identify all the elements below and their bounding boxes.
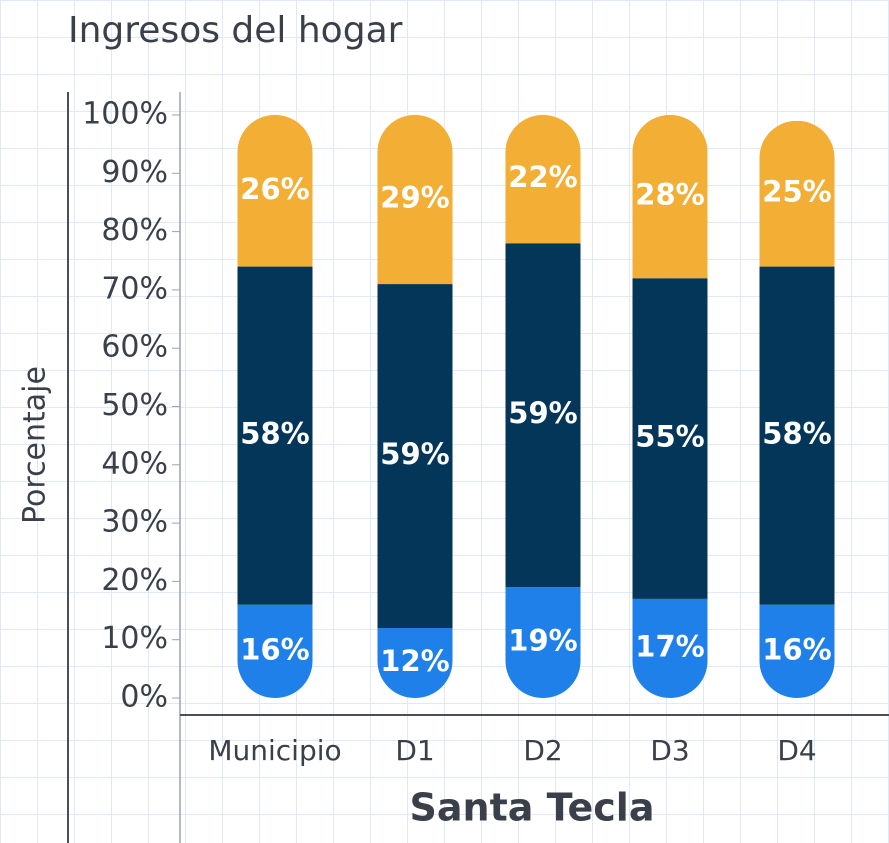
y-tick-label: 30% — [101, 505, 168, 540]
y-tick-label: 10% — [101, 621, 168, 656]
y-tick-label: 70% — [101, 271, 168, 306]
bar-segment — [377, 628, 453, 698]
bar-segment — [632, 278, 708, 599]
bar-segment — [632, 598, 708, 698]
bar-group — [505, 115, 581, 698]
value-label: 16% — [762, 632, 831, 666]
value-label: 58% — [240, 417, 309, 451]
value-label: 16% — [240, 632, 309, 666]
y-tick-label: 0% — [120, 680, 168, 715]
value-label: 28% — [635, 178, 704, 212]
bar-group — [632, 115, 708, 698]
bar-group — [237, 115, 313, 698]
value-label: 29% — [380, 181, 449, 215]
x-tick-label: D4 — [777, 734, 816, 767]
value-label: 59% — [380, 437, 449, 471]
x-axis-label: Santa Tecla — [410, 786, 655, 830]
value-label: 55% — [635, 420, 704, 454]
bar-segment — [237, 115, 313, 267]
y-tick-label: 40% — [101, 446, 168, 481]
bar-segment — [759, 120, 835, 267]
value-label: 58% — [762, 417, 831, 451]
bar-group — [377, 115, 453, 698]
y-tick-label: 80% — [101, 213, 168, 248]
y-axis-label: Porcentaje — [18, 366, 53, 524]
y-tick-label: 20% — [101, 563, 168, 598]
value-label: 17% — [635, 629, 704, 663]
y-tick-label: 100% — [82, 97, 168, 132]
value-label: 25% — [762, 175, 831, 209]
value-label: 19% — [508, 624, 577, 658]
x-tick-label: D2 — [523, 734, 562, 767]
x-tick-label: D3 — [650, 734, 689, 767]
bar-segment — [237, 604, 313, 698]
value-label: 12% — [380, 644, 449, 678]
value-label: 22% — [508, 160, 577, 194]
value-label: 26% — [240, 172, 309, 206]
bar-segment — [632, 115, 708, 279]
bar-segment — [505, 587, 581, 698]
chart-title: Ingresos del hogar — [68, 10, 403, 51]
bar-segment — [237, 266, 313, 605]
bar-segment — [377, 115, 453, 285]
x-tick-label: D1 — [395, 734, 434, 767]
y-tick-label: 60% — [101, 330, 168, 365]
value-label: 59% — [508, 396, 577, 430]
bar-segment — [505, 115, 581, 244]
bar-segment — [759, 604, 835, 698]
x-tick-label: Municipio — [208, 734, 341, 767]
bar-group — [759, 120, 835, 698]
y-tick-label: 90% — [101, 155, 168, 190]
bar-segment — [505, 243, 581, 588]
y-tick-label: 50% — [101, 388, 168, 423]
bar-segment — [377, 284, 453, 629]
bar-segment — [759, 266, 835, 605]
